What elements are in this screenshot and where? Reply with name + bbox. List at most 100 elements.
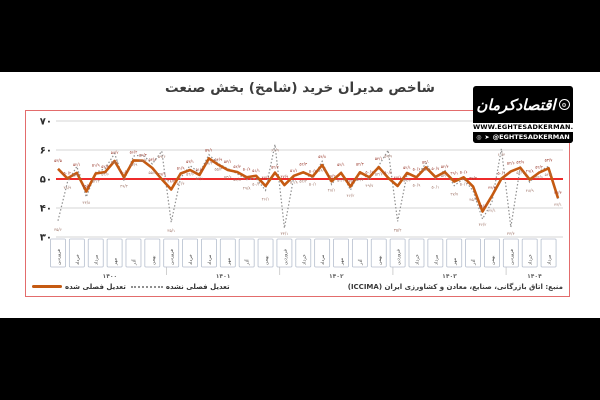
data-label-adjusted: ۵۱/۱ [290,168,298,173]
data-label-unadjusted: ۵۳/۶ [224,175,232,180]
data-label-adjusted: ۵۱/۹ [177,165,185,170]
data-label-unadjusted: ۴۷/۷ [450,192,459,197]
y-axis-tick-label: ۵۰ [40,175,52,186]
data-label-unadjusted: ۴۹/۷ [365,183,374,188]
data-label-adjusted: ۴۷/۹ [281,174,289,179]
month-tick-box [333,238,349,268]
chart-title: شاخص مدیران خرید (شامخ) بخش صنعت [165,80,435,96]
month-tick-label: فروردین [283,249,288,265]
month-tick-box [465,238,481,268]
data-label-unadjusted: ۴۸/۹ [64,185,72,190]
data-label-adjusted: ۵۳/۸ [148,157,157,162]
data-label-unadjusted: ۵۸/۴ [205,161,213,166]
data-label-unadjusted: ۵۷/۹ [130,162,138,167]
adjusted-series-line [57,157,560,213]
data-label-unadjusted: ۴۸/۹ [526,188,534,193]
data-label-unadjusted: ۵۵/۳ [214,167,223,172]
logo-emblem-icon: ۞ [558,99,570,110]
data-label-adjusted: ۵۰/۶ [120,169,128,174]
data-label-unadjusted: ۴۶/۱ [262,196,270,201]
data-label-unadjusted: ۵۸/۳ [139,158,148,163]
data-label-unadjusted: ۵۹/۹ [384,153,392,158]
data-label-unadjusted: ۵۴/۶ [186,172,194,177]
data-label-adjusted: ۵۰/۷ [431,166,440,171]
data-label-adjusted: ۳۸/۸ [479,203,488,208]
data-label-unadjusted: ۵۲/۱ [196,176,204,181]
month-tick-box [427,238,444,268]
legend-label-adjusted: تعدیل فصلی شده [65,282,126,291]
month-tick-box [389,238,406,268]
data-label-unadjusted: ۵۴/۳ [73,173,82,178]
solid-line-swatch [32,285,62,288]
telegram-icon: ➤ [484,133,490,141]
publisher-logo: ۞ اقتصادکرمان WWW.EGHTESADKERMAN.IR ◎ ➤ … [473,86,573,143]
data-label-unadjusted: ۴۸/۱ [328,188,336,193]
data-label-adjusted: ۴۹/۱ [450,171,458,176]
bottom-letterbox-bar [0,318,600,400]
data-label-unadjusted: ۴۹/۸ [243,186,252,191]
month-tick-label: فروردین [170,249,175,265]
data-label-adjusted: ۵۷/۱ [205,147,213,152]
month-tick-box [201,238,217,268]
month-tick-box [370,238,387,268]
data-label-adjusted: ۵۶/۲ [111,150,119,155]
data-label-adjusted: ۵۳/۱ [186,159,194,164]
top-letterbox-bar [0,0,600,72]
data-label-unadjusted: ۴۳/۱ [554,202,562,207]
month-tick-label: خرداد [529,254,534,265]
data-label-adjusted: ۵۲/۴ [233,164,241,169]
y-axis-tick-label: ۷۰ [40,117,52,128]
month-tick-label: فروردین [397,249,402,265]
data-label-adjusted: ۵۴/۹ [214,157,222,162]
data-label-adjusted: ۵۲/۱ [337,162,345,167]
month-tick-label: بهمن [378,255,383,265]
chart-footer: تعدیل فصلی نشده تعدیل فصلی شده منبع: اتا… [32,279,563,294]
data-label-adjusted: ۵۰/۶ [365,169,373,174]
month-tick-label: آذر [471,259,477,266]
logo-social-row: ◎ ➤ @EGHTESADKERMAN [473,132,573,143]
source-note: منبع: اتاق بازرگانی، صنایع، معادن و کشاو… [347,282,563,291]
legend: تعدیل فصلی نشده تعدیل فصلی شده [32,283,230,291]
legend-label-unadjusted: تعدیل فصلی نشده [165,282,230,291]
year-label: ۱۴۰۲ [329,273,344,280]
data-label-unadjusted: ۵۰/۸ [290,180,299,185]
month-tick-label: خرداد [76,254,81,265]
data-label-unadjusted: ۶۰/۴ [497,152,505,157]
month-tick-label: آذر [131,259,137,266]
month-tick-box [408,238,425,268]
instagram-icon: ◎ [476,133,482,141]
month-tick-label: مهر [340,257,345,266]
data-label-adjusted: ۵۳/۷ [545,157,554,162]
data-label-unadjusted: ۵۳/۱ [441,173,449,178]
month-tick-box [182,238,198,268]
logo-box: ۞ اقتصادکرمان WWW.EGHTESADKERMAN.IR ◎ ➤ … [473,86,573,143]
data-label-adjusted: ۵۶/۳ [139,153,148,158]
data-label-adjusted: ۴۴/۲ [488,185,496,190]
month-tick-box [163,238,180,268]
month-tick-label: آذر [358,259,364,266]
data-label-unadjusted: ۵۰/۲ [252,181,260,186]
data-label-adjusted: ۴۹/۲ [328,173,336,178]
month-tick-label: مرداد [548,254,553,265]
year-label: ۱۴۰۳ [442,273,457,280]
data-label-unadjusted: ۵۰/۱ [309,182,317,187]
data-label-adjusted: ۵۴/۰ [422,159,430,164]
data-label-adjusted: ۵۶/۴ [130,149,138,154]
data-label-adjusted: ۴۳/۴ [554,190,562,195]
data-label-adjusted: ۴۹/۸ [526,169,535,174]
data-label-adjusted: ۴۷/۴ [469,176,477,181]
data-label-adjusted: ۵۰/۶ [413,166,421,171]
data-label-adjusted: ۵۲/۱ [73,162,81,167]
data-label-adjusted: ۵۲/۲ [271,165,279,170]
data-label-unadjusted: ۵۱/۸ [233,177,242,182]
data-label-unadjusted: ۵۹/۶ [158,154,166,159]
data-label-unadjusted: ۵۰/۹ [413,182,421,187]
legend-item-unadjusted: تعدیل فصلی نشده [130,282,230,291]
month-tick-box [540,238,557,268]
y-axis-tick-label: ۴۰ [40,204,52,215]
month-tick-label: خرداد [189,254,194,265]
logo-wordmark: ۞ اقتصادکرمان [473,86,573,123]
data-label-adjusted: ۵۰/۲ [64,170,72,175]
data-label-adjusted: ۴۶/۴ [167,178,175,183]
